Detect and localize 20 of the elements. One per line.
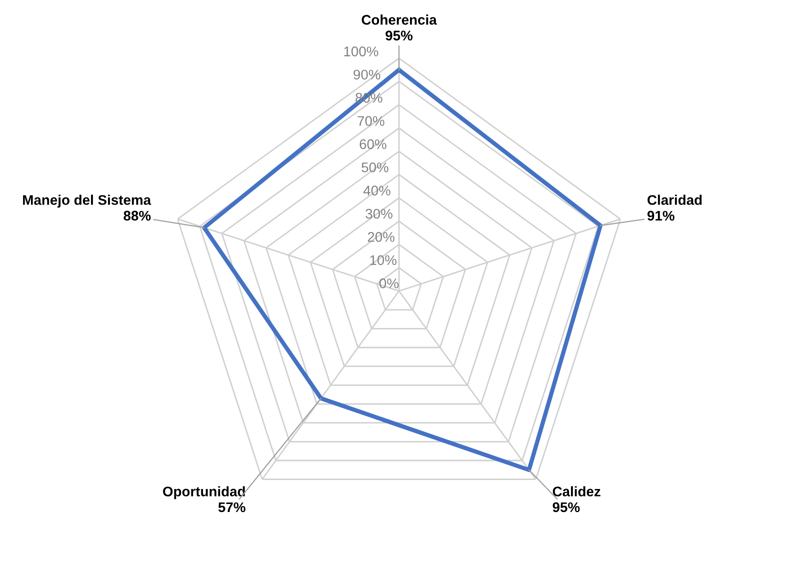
y-tick-label: 0% [379, 278, 399, 288]
y-tick-label: 40% [363, 186, 390, 196]
y-tick-label: 90% [354, 70, 380, 80]
y-tick-label: 70% [358, 116, 384, 126]
y-tick-label: 10% [370, 255, 396, 266]
spoke-label: Coherencia [362, 14, 437, 25]
data-label: 95% [552, 502, 580, 512]
y-tick-label: 60% [360, 139, 386, 150]
data-label: 91% [647, 210, 674, 221]
data-label: 95% [386, 30, 413, 40]
y-tick-label: 100% [344, 46, 378, 56]
data-label: 88% [124, 210, 151, 221]
y-tick-label: 50% [362, 162, 388, 172]
data-label: 57% [218, 502, 246, 512]
spoke-label: Calidez [552, 486, 600, 496]
spoke-label: Oportunidad [163, 486, 245, 500]
y-tick-label: 30% [366, 208, 392, 219]
y-tick-label: 20% [368, 232, 394, 242]
spoke-label: Manejo del Sistema [23, 194, 152, 208]
spoke-label: Claridad [648, 194, 702, 205]
